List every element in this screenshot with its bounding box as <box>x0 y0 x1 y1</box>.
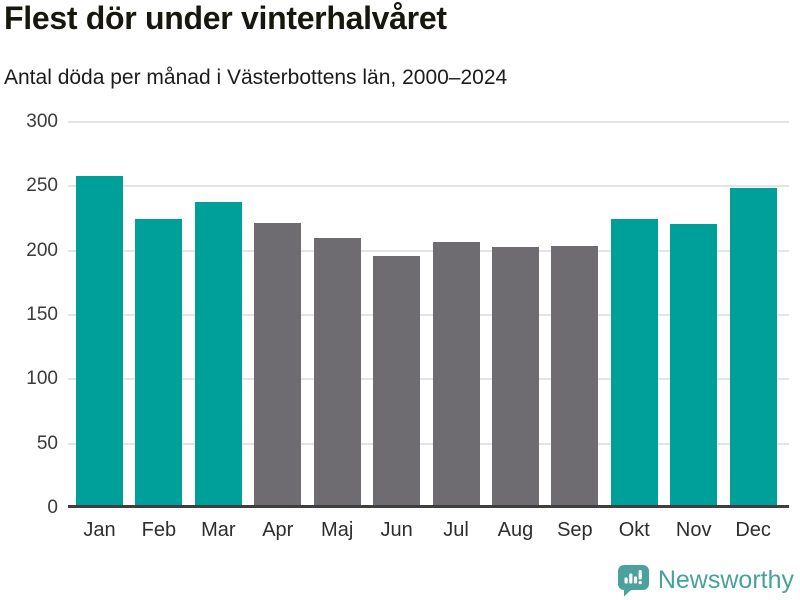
x-tick-label: Jan <box>83 519 116 541</box>
bar-dec <box>729 187 777 505</box>
gridline <box>68 121 789 123</box>
gridline <box>68 442 789 445</box>
x-tick-label: Aug <box>497 519 534 541</box>
bar-jul <box>432 241 480 505</box>
gridline <box>68 249 789 252</box>
bar-chart-plot-area: 0 50 100 150 200 250 300 Jan Feb Mar Apr Maj Jun Jul A… <box>26 111 789 541</box>
x-tick-label: Sep <box>557 519 593 541</box>
x-tick-label: Feb <box>141 519 177 541</box>
chart-subtitle: Antal döda per månad i Västerbottens län… <box>4 66 508 89</box>
bar-jan <box>76 176 123 505</box>
gridline <box>68 185 789 188</box>
y-tick-label: 50 <box>36 432 58 454</box>
bar-okt <box>610 218 658 505</box>
bar-mar <box>194 202 242 505</box>
y-tick-label: 300 <box>26 111 58 132</box>
y-tick-label: 200 <box>26 239 58 261</box>
brand-footer: Newsworthy <box>617 564 794 597</box>
gridline <box>68 378 789 381</box>
x-axis-line <box>68 505 789 508</box>
bar-sep <box>551 245 599 505</box>
y-tick-label: 150 <box>26 304 58 325</box>
newsworthy-logo-icon <box>617 565 649 597</box>
bar-nov <box>670 223 718 505</box>
x-tick-label: Nov <box>675 519 712 541</box>
x-tick-label: Mar <box>201 519 236 541</box>
bar-feb <box>135 218 183 505</box>
y-tick-label: 250 <box>26 175 58 197</box>
brand-name: Newsworthy <box>657 566 794 594</box>
bar-aug <box>491 247 539 505</box>
bar-maj <box>313 238 361 505</box>
x-tick-label: Maj <box>321 519 354 541</box>
bar-jun <box>373 256 421 505</box>
x-tick-label: Jul <box>443 519 469 541</box>
y-tick-label: 0 <box>47 497 58 518</box>
x-tick-label: Jun <box>380 519 413 541</box>
gridline <box>68 314 789 316</box>
y-tick-label: 100 <box>26 368 58 390</box>
x-tick-label: Dec <box>735 519 771 541</box>
chart-title: Flest dör under vinterhalvåret <box>4 0 447 36</box>
x-tick-label: Apr <box>262 519 294 541</box>
x-tick-label: Okt <box>618 519 650 541</box>
bar-apr <box>254 222 302 505</box>
